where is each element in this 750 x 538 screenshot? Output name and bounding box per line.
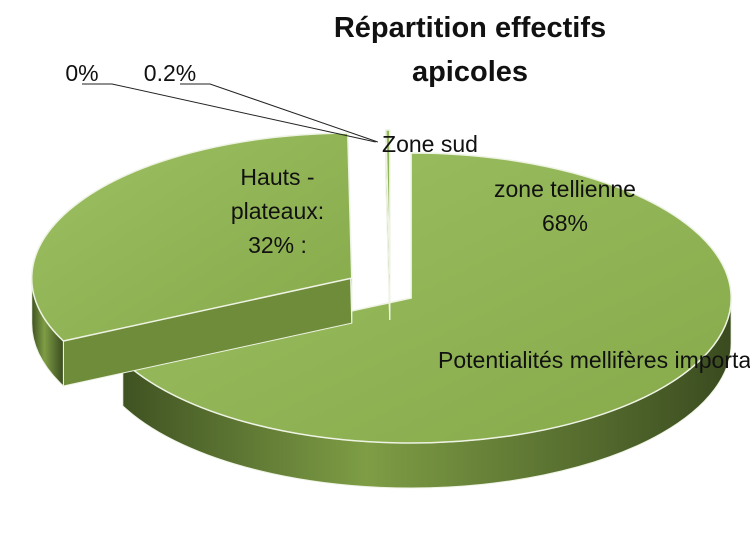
leader-line bbox=[82, 83, 376, 143]
chart-title: Répartition effectifs apicoles bbox=[333, 12, 607, 88]
category-label: Zone sud bbox=[382, 131, 478, 157]
slice-label: Hauts - plateaux: 32% : bbox=[195, 160, 360, 262]
category-label: Hauts - plateaux: bbox=[230, 164, 325, 224]
leader-line bbox=[180, 83, 378, 143]
slice bbox=[385, 129, 391, 276]
slice-label: zone tellienne 68% bbox=[480, 172, 650, 240]
slice bbox=[121, 152, 732, 444]
value-label: 0.2% bbox=[143, 60, 197, 86]
value-label: 0% bbox=[65, 60, 99, 86]
slice bbox=[31, 132, 353, 342]
annotation: Potentialités mellifères importantes bbox=[438, 347, 750, 373]
value-label: 68% bbox=[541, 210, 589, 236]
value-label: 32% : bbox=[248, 232, 307, 258]
category-label: zone tellienne bbox=[494, 176, 636, 202]
